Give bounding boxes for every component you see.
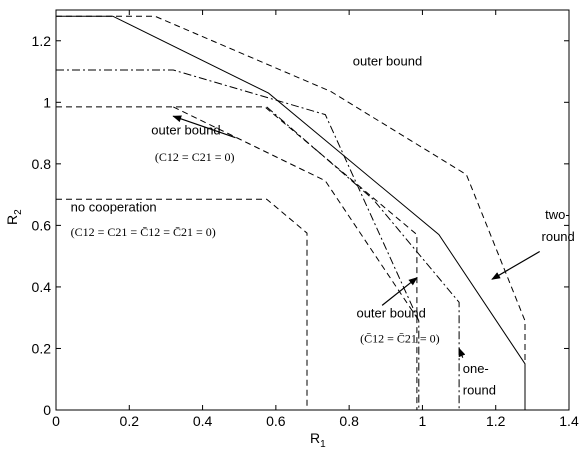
- x-tick-label: 1.4: [559, 413, 579, 429]
- series-line-4: [56, 106, 418, 410]
- x-tick-label: 0.2: [120, 413, 140, 429]
- x-tick-label: 1: [419, 413, 427, 429]
- y-axis-label-sub: 2: [13, 209, 24, 215]
- y-tick-label: 0.8: [32, 156, 52, 172]
- series-line-5: [173, 106, 418, 318]
- annotation: round: [542, 229, 575, 244]
- x-tick-label: 0.6: [266, 413, 286, 429]
- series-line-3: [266, 106, 460, 410]
- annotation: two-: [545, 207, 570, 222]
- ticks-layer: 0 0.2 0.4 0.6 0.8 1 1.2 1.4 0 0.2 0.4 0.6 0.8 1 1.2: [32, 10, 579, 429]
- annotation: outer bound: [356, 306, 425, 321]
- y-tick-label: 0: [43, 402, 51, 418]
- y-tick-label: 0.4: [32, 279, 52, 295]
- x-tick-label: 0: [52, 413, 60, 429]
- x-tick-label: 0.4: [193, 413, 213, 429]
- x-axis-label: R1: [310, 430, 326, 450]
- x-axis-label-main: R: [310, 430, 320, 446]
- series-line-2: [56, 69, 420, 410]
- annotation: (C12 = C21 = C̄12 = C̄21 = 0): [71, 225, 216, 239]
- x-tick-label: 0.8: [339, 413, 359, 429]
- annotation: outer bound: [151, 123, 220, 138]
- y-tick-label: 0.2: [32, 340, 52, 356]
- annotation: one-: [463, 361, 489, 376]
- annotation: round: [463, 383, 496, 398]
- annotation: no cooperation: [71, 200, 157, 215]
- y-tick-label: 1: [43, 94, 51, 110]
- series-line-1: [56, 15, 526, 410]
- annotation-arrow: [172, 115, 236, 139]
- x-axis-label-sub: 1: [320, 439, 326, 450]
- annotation-layer: outer bound outer bound (C12 = C21 = 0) no …: [71, 53, 575, 397]
- series-line-6: [56, 198, 308, 410]
- x-tick-label: 1.2: [486, 413, 506, 429]
- annotation-arrow: [491, 251, 540, 280]
- y-axis-label: R2: [4, 209, 24, 225]
- annotation: outer bound: [353, 53, 422, 68]
- series-layer: [56, 15, 526, 410]
- y-tick-label: 0.6: [32, 217, 52, 233]
- annotation-arrow: [458, 347, 466, 358]
- annotation: (C̄12 = C̄21 = 0): [360, 331, 440, 345]
- y-axis-label-main: R: [4, 215, 20, 225]
- plot-frame: [55, 9, 570, 411]
- annotation: (C12 = C21 = 0): [155, 150, 235, 164]
- series-line-0: [56, 15, 526, 410]
- y-tick-label: 1.2: [32, 33, 52, 49]
- annotation-arrow: [381, 277, 418, 306]
